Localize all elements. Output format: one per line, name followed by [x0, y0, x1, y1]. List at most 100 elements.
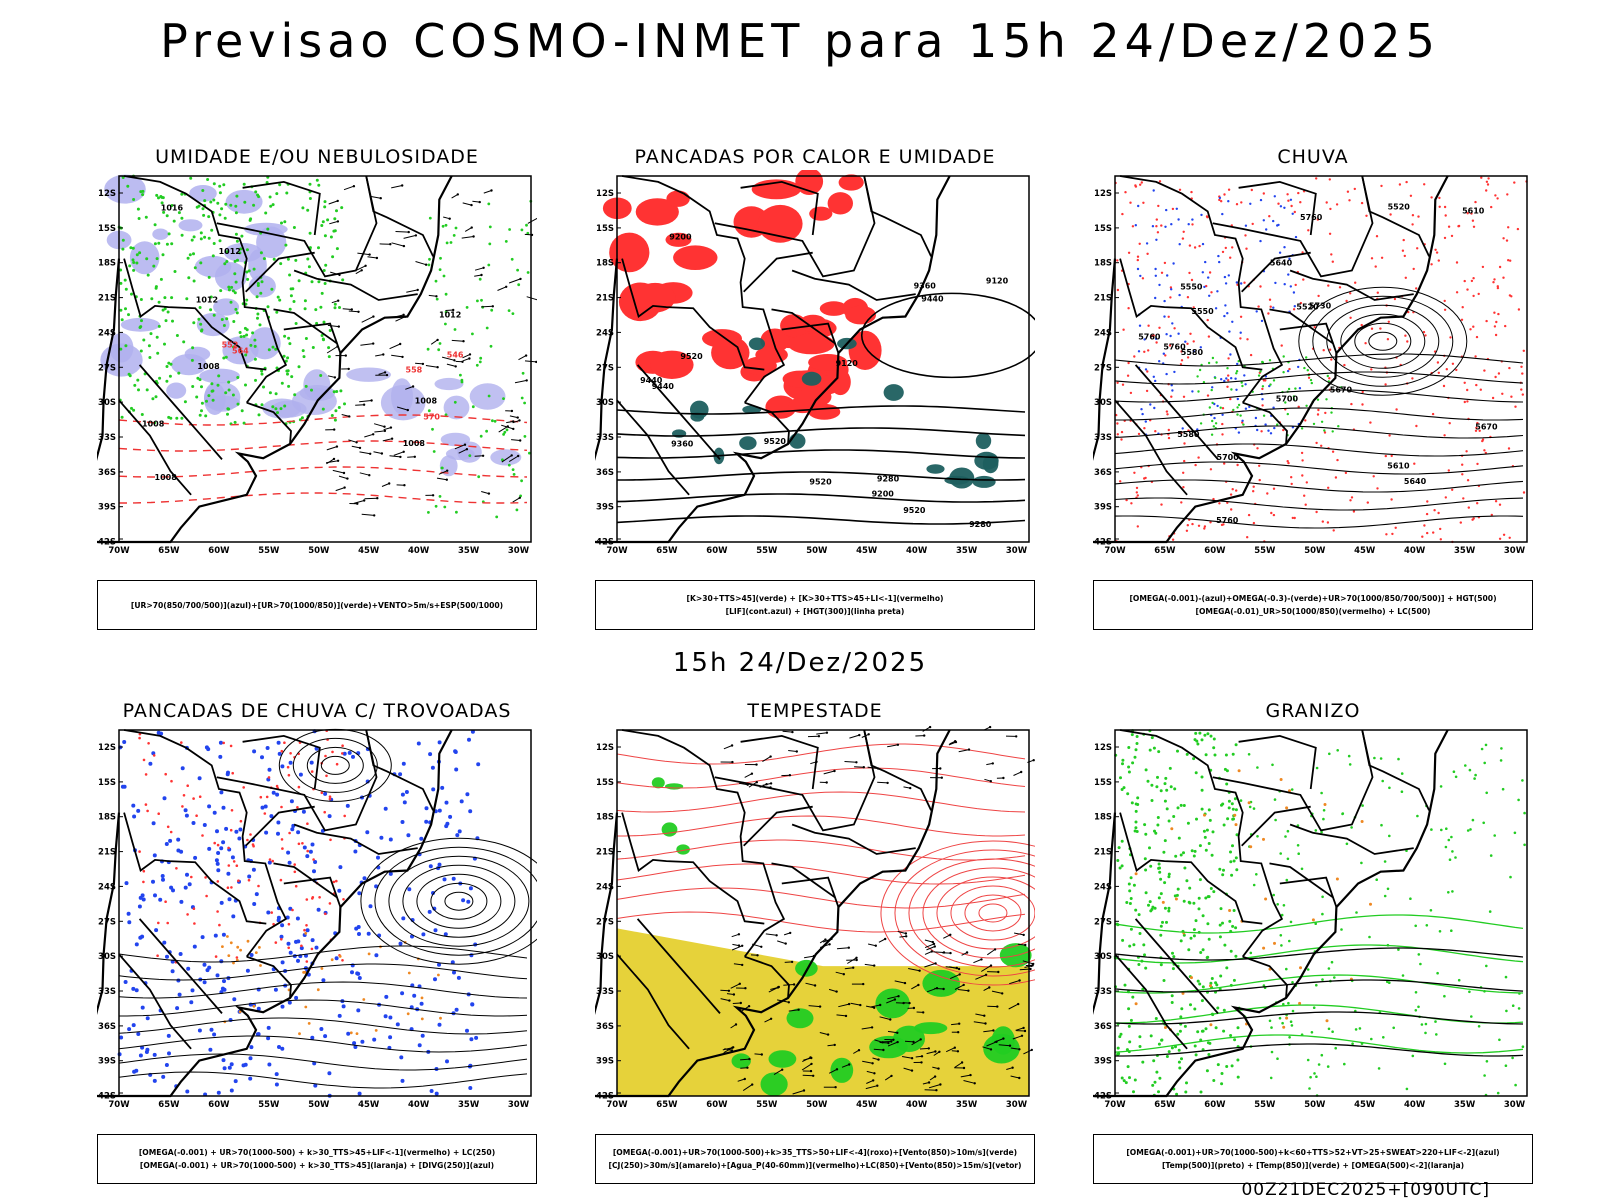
data-speckle — [274, 1072, 279, 1077]
data-speckle — [1182, 471, 1185, 474]
data-speckle — [283, 741, 286, 744]
data-speckle — [330, 414, 334, 417]
data-speckle — [297, 279, 301, 283]
data-speckle — [1210, 977, 1214, 980]
data-speckle — [1165, 1055, 1169, 1058]
data-speckle — [1234, 377, 1237, 380]
data-speckle — [1192, 306, 1195, 309]
data-speckle — [234, 829, 239, 834]
data-speckle — [1234, 823, 1238, 827]
data-speckle — [245, 270, 249, 274]
data-speckle — [1182, 230, 1185, 233]
data-speckle — [278, 183, 282, 187]
field-blob — [830, 368, 851, 396]
data-speckle — [1182, 933, 1186, 937]
data-speckle — [1162, 979, 1166, 982]
data-speckle — [1409, 194, 1413, 197]
data-speckle — [479, 356, 483, 360]
streamline — [1326, 304, 1440, 378]
data-speckle — [456, 975, 461, 980]
data-speckle — [1136, 494, 1139, 497]
data-speckle — [324, 912, 327, 916]
data-speckle — [276, 295, 280, 299]
field-blob — [204, 395, 241, 410]
data-speckle — [468, 454, 472, 457]
data-speckle — [206, 747, 211, 752]
data-speckle — [1149, 864, 1153, 868]
lat-tick-label: 30S — [98, 952, 116, 962]
data-speckle — [1135, 491, 1138, 494]
wind-vector — [904, 1040, 914, 1043]
data-speckle — [1350, 826, 1353, 829]
lon-tick-label: 40W — [906, 546, 928, 556]
data-speckle — [289, 294, 293, 298]
data-speckle — [1325, 1019, 1329, 1023]
wind-vector — [808, 1005, 821, 1008]
data-speckle — [1137, 963, 1141, 966]
isoline — [1115, 1043, 1524, 1057]
data-speckle — [1207, 276, 1210, 279]
data-speckle — [1158, 283, 1161, 287]
wind-vector-head — [461, 360, 464, 363]
data-speckle — [1232, 859, 1236, 863]
data-speckle — [139, 190, 143, 194]
data-speckle — [1202, 829, 1206, 833]
wind-vector — [332, 469, 345, 474]
data-speckle — [1375, 878, 1378, 881]
data-speckle — [437, 808, 442, 813]
data-speckle — [163, 296, 167, 300]
data-speckle — [1120, 438, 1123, 441]
wind-vector-head — [967, 748, 971, 751]
data-speckle — [1129, 1018, 1133, 1022]
data-speckle — [1124, 1081, 1128, 1085]
data-speckle — [1290, 788, 1294, 791]
data-speckle — [1261, 385, 1265, 388]
wind-vector-head — [879, 1003, 882, 1007]
data-speckle — [119, 281, 123, 285]
data-speckle — [1426, 531, 1429, 535]
data-speckle — [1174, 1045, 1177, 1049]
field-blob — [271, 400, 307, 418]
data-speckle — [1209, 521, 1212, 524]
data-speckle — [238, 1010, 242, 1014]
data-speckle — [1403, 254, 1406, 258]
data-speckle — [1290, 1024, 1294, 1027]
data-speckle — [218, 239, 222, 243]
data-speckle — [200, 401, 204, 405]
data-speckle — [1212, 425, 1215, 428]
lat-tick-label: 30S — [596, 398, 614, 408]
data-speckle — [1326, 374, 1329, 378]
isoline — [616, 515, 1026, 525]
data-speckle — [1198, 878, 1202, 882]
wind-vector — [764, 1018, 772, 1023]
data-speckle — [1227, 200, 1230, 203]
data-speckle — [1454, 775, 1458, 779]
data-speckle — [310, 938, 315, 943]
data-speckle — [164, 319, 168, 323]
data-speckle — [1471, 219, 1475, 222]
wind-vector-head — [795, 750, 798, 753]
wind-vector — [943, 934, 951, 939]
data-speckle — [180, 416, 184, 420]
data-speckle — [1220, 523, 1224, 527]
data-speckle — [152, 1052, 157, 1057]
data-speckle — [1235, 833, 1239, 837]
data-speckle — [1193, 1044, 1197, 1048]
data-speckle — [306, 849, 309, 853]
data-speckle — [1417, 215, 1420, 218]
data-speckle — [305, 854, 310, 859]
data-speckle — [287, 336, 291, 340]
data-speckle — [1296, 844, 1300, 847]
wind-vector — [391, 242, 405, 247]
data-speckle — [1445, 827, 1448, 830]
data-speckle — [1207, 937, 1211, 941]
data-speckle — [152, 853, 157, 858]
isoline — [616, 405, 1026, 415]
field-blob — [443, 395, 470, 420]
wind-vector-head — [931, 940, 934, 944]
data-speckle — [190, 358, 194, 362]
data-speckle — [221, 840, 226, 845]
data-speckle — [1273, 426, 1276, 430]
wind-vector-head — [893, 998, 897, 1001]
data-speckle — [1137, 913, 1141, 917]
